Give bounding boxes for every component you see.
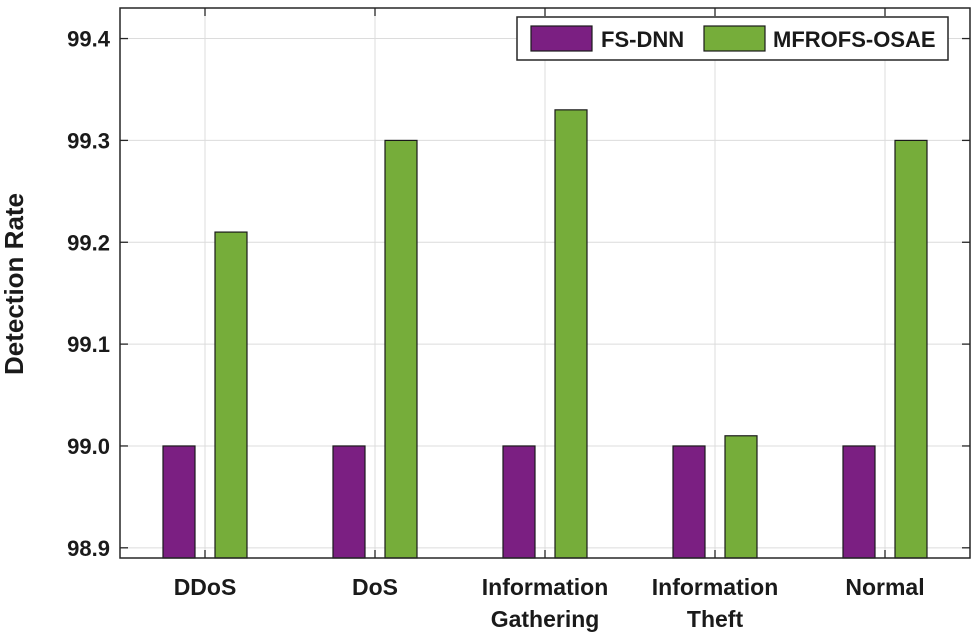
bar-fs-dnn: [502, 445, 536, 559]
bar-fs-dnn: [162, 445, 196, 559]
bar-fs-dnn: [842, 445, 876, 559]
x-tick-label-line: Information: [652, 574, 779, 600]
bars: [162, 109, 928, 559]
bar-mfrofs-osae: [724, 435, 758, 559]
y-tick-label: 99.2: [67, 230, 110, 255]
x-tick-label-line: DDoS: [174, 574, 237, 600]
x-tick-label-line: Normal: [845, 574, 924, 600]
y-tick-label: 99.4: [67, 27, 111, 52]
legend-label-mfrofs-osae: MFROFS-OSAE: [773, 27, 936, 52]
x-tick-label: Normal: [845, 574, 924, 600]
y-tick-label: 99.3: [67, 128, 110, 153]
x-tick-label: Information Theft: [652, 574, 779, 632]
x-tick-label-line: Theft: [687, 606, 744, 632]
legend-label-fs-dnn: FS-DNN: [601, 27, 684, 52]
x-tick-label-line: DoS: [352, 574, 398, 600]
y-tick-label: 99.1: [67, 332, 110, 357]
x-tick-label-line: Information: [482, 574, 609, 600]
bar-fs-dnn: [672, 445, 706, 559]
y-axis-ticks: 98.9 99.0 99.1 99.2 99.3 99.4: [67, 27, 970, 561]
y-tick-label: 98.9: [67, 536, 110, 561]
bar-mfrofs-osae: [214, 231, 248, 559]
y-tick-label: 99.0: [67, 434, 110, 459]
bar-mfrofs-osae: [384, 139, 418, 559]
legend-swatch-mfrofs-osae: [703, 25, 766, 52]
legend-swatch-fs-dnn: [530, 25, 593, 52]
bar-fs-dnn: [332, 445, 366, 559]
x-tick-label: Information Gathering: [482, 574, 609, 632]
legend: FS-DNN MFROFS-OSAE: [516, 16, 949, 61]
x-tick-label-line: Gathering: [491, 606, 600, 632]
y-axis-label: Detection Rate: [0, 193, 29, 375]
bar-mfrofs-osae: [894, 139, 928, 559]
x-tick-label: DoS: [352, 574, 398, 600]
bar-mfrofs-osae: [554, 109, 588, 559]
x-axis-ticks: DDoS DoS Information Gathering Information Th…: [174, 8, 925, 632]
x-tick-label: DDoS: [174, 574, 237, 600]
